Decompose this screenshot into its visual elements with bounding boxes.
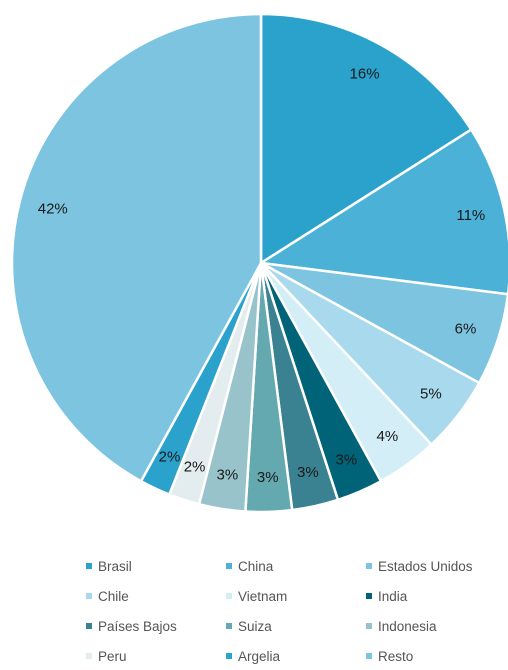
legend-label: Resto (378, 648, 414, 664)
legend-swatch (226, 623, 232, 629)
legend-item-chile: Chile (86, 586, 129, 606)
pie-slice-china (257, 127, 508, 296)
legend-item-paises-bajos: Países Bajos (86, 616, 177, 636)
data-label-paises-bajos: 3% (297, 464, 319, 481)
legend-swatch (226, 653, 232, 659)
data-label-india: 3% (336, 451, 358, 468)
legend-swatch (366, 623, 372, 629)
legend-label: Brasil (98, 558, 132, 574)
pie-slice-resto (10, 12, 263, 483)
pie-slice-labels: 16% 11% 6% 5% 4% 3% 3% 3% 3% 2%2% 42% (38, 66, 486, 486)
legend-swatch (366, 653, 372, 659)
legend-item-peru: Peru (86, 646, 127, 666)
data-label-vietnam: 4% (377, 428, 399, 445)
legend-label: Argelia (238, 648, 281, 664)
data-label-resto: 42% (38, 201, 68, 218)
pie-slice-brasil (259, 12, 473, 266)
legend-item-estados-unidos: Estados Unidos (366, 556, 473, 576)
legend-item-argelia: Argelia (226, 646, 280, 666)
legend-label: India (378, 588, 408, 604)
data-label-brasil: 16% (350, 66, 380, 83)
pie-chart: 16% 11% 6% 5% 4% 3% 3% 3% 3% 2%2% 42% (10, 12, 508, 514)
legend-swatch (86, 623, 92, 629)
data-label-china: 11% (456, 207, 485, 224)
legend-item-china: China (226, 556, 273, 576)
legend-swatch (86, 593, 92, 599)
pie-slices (10, 12, 508, 514)
legend-swatch (226, 563, 232, 569)
data-label-argelia: 2% (159, 449, 181, 466)
legend-item-vietnam: Vietnam (226, 586, 287, 606)
legend-item-indonesia: Indonesia (366, 616, 437, 636)
legend-label: Peru (98, 648, 127, 664)
legend-label: Chile (98, 588, 129, 604)
legend-label: Indonesia (378, 618, 437, 634)
data-label-estados-unidos: 6% (455, 320, 477, 337)
legend-item-india: India (366, 586, 407, 606)
data-label-peru: 2% (184, 458, 206, 475)
data-label-chile: 5% (420, 386, 442, 403)
data-label-indonesia: 3% (217, 466, 239, 483)
legend-label: China (238, 558, 274, 574)
legend-swatch (86, 653, 92, 659)
legend-item-brasil: Brasil (86, 556, 132, 576)
legend-item-resto: Resto (366, 646, 413, 666)
legend-swatch (366, 563, 372, 569)
legend-swatch (366, 593, 372, 599)
legend-item-suiza: Suiza (226, 616, 272, 636)
legend-label: Estados Unidos (378, 558, 473, 574)
legend-label: Suiza (238, 618, 272, 634)
legend-label: Vietnam (238, 588, 288, 604)
legend-swatch (86, 563, 92, 569)
legend-label: Países Bajos (98, 618, 177, 634)
data-label-suiza: 3% (257, 469, 279, 486)
legend-swatch (226, 593, 232, 599)
